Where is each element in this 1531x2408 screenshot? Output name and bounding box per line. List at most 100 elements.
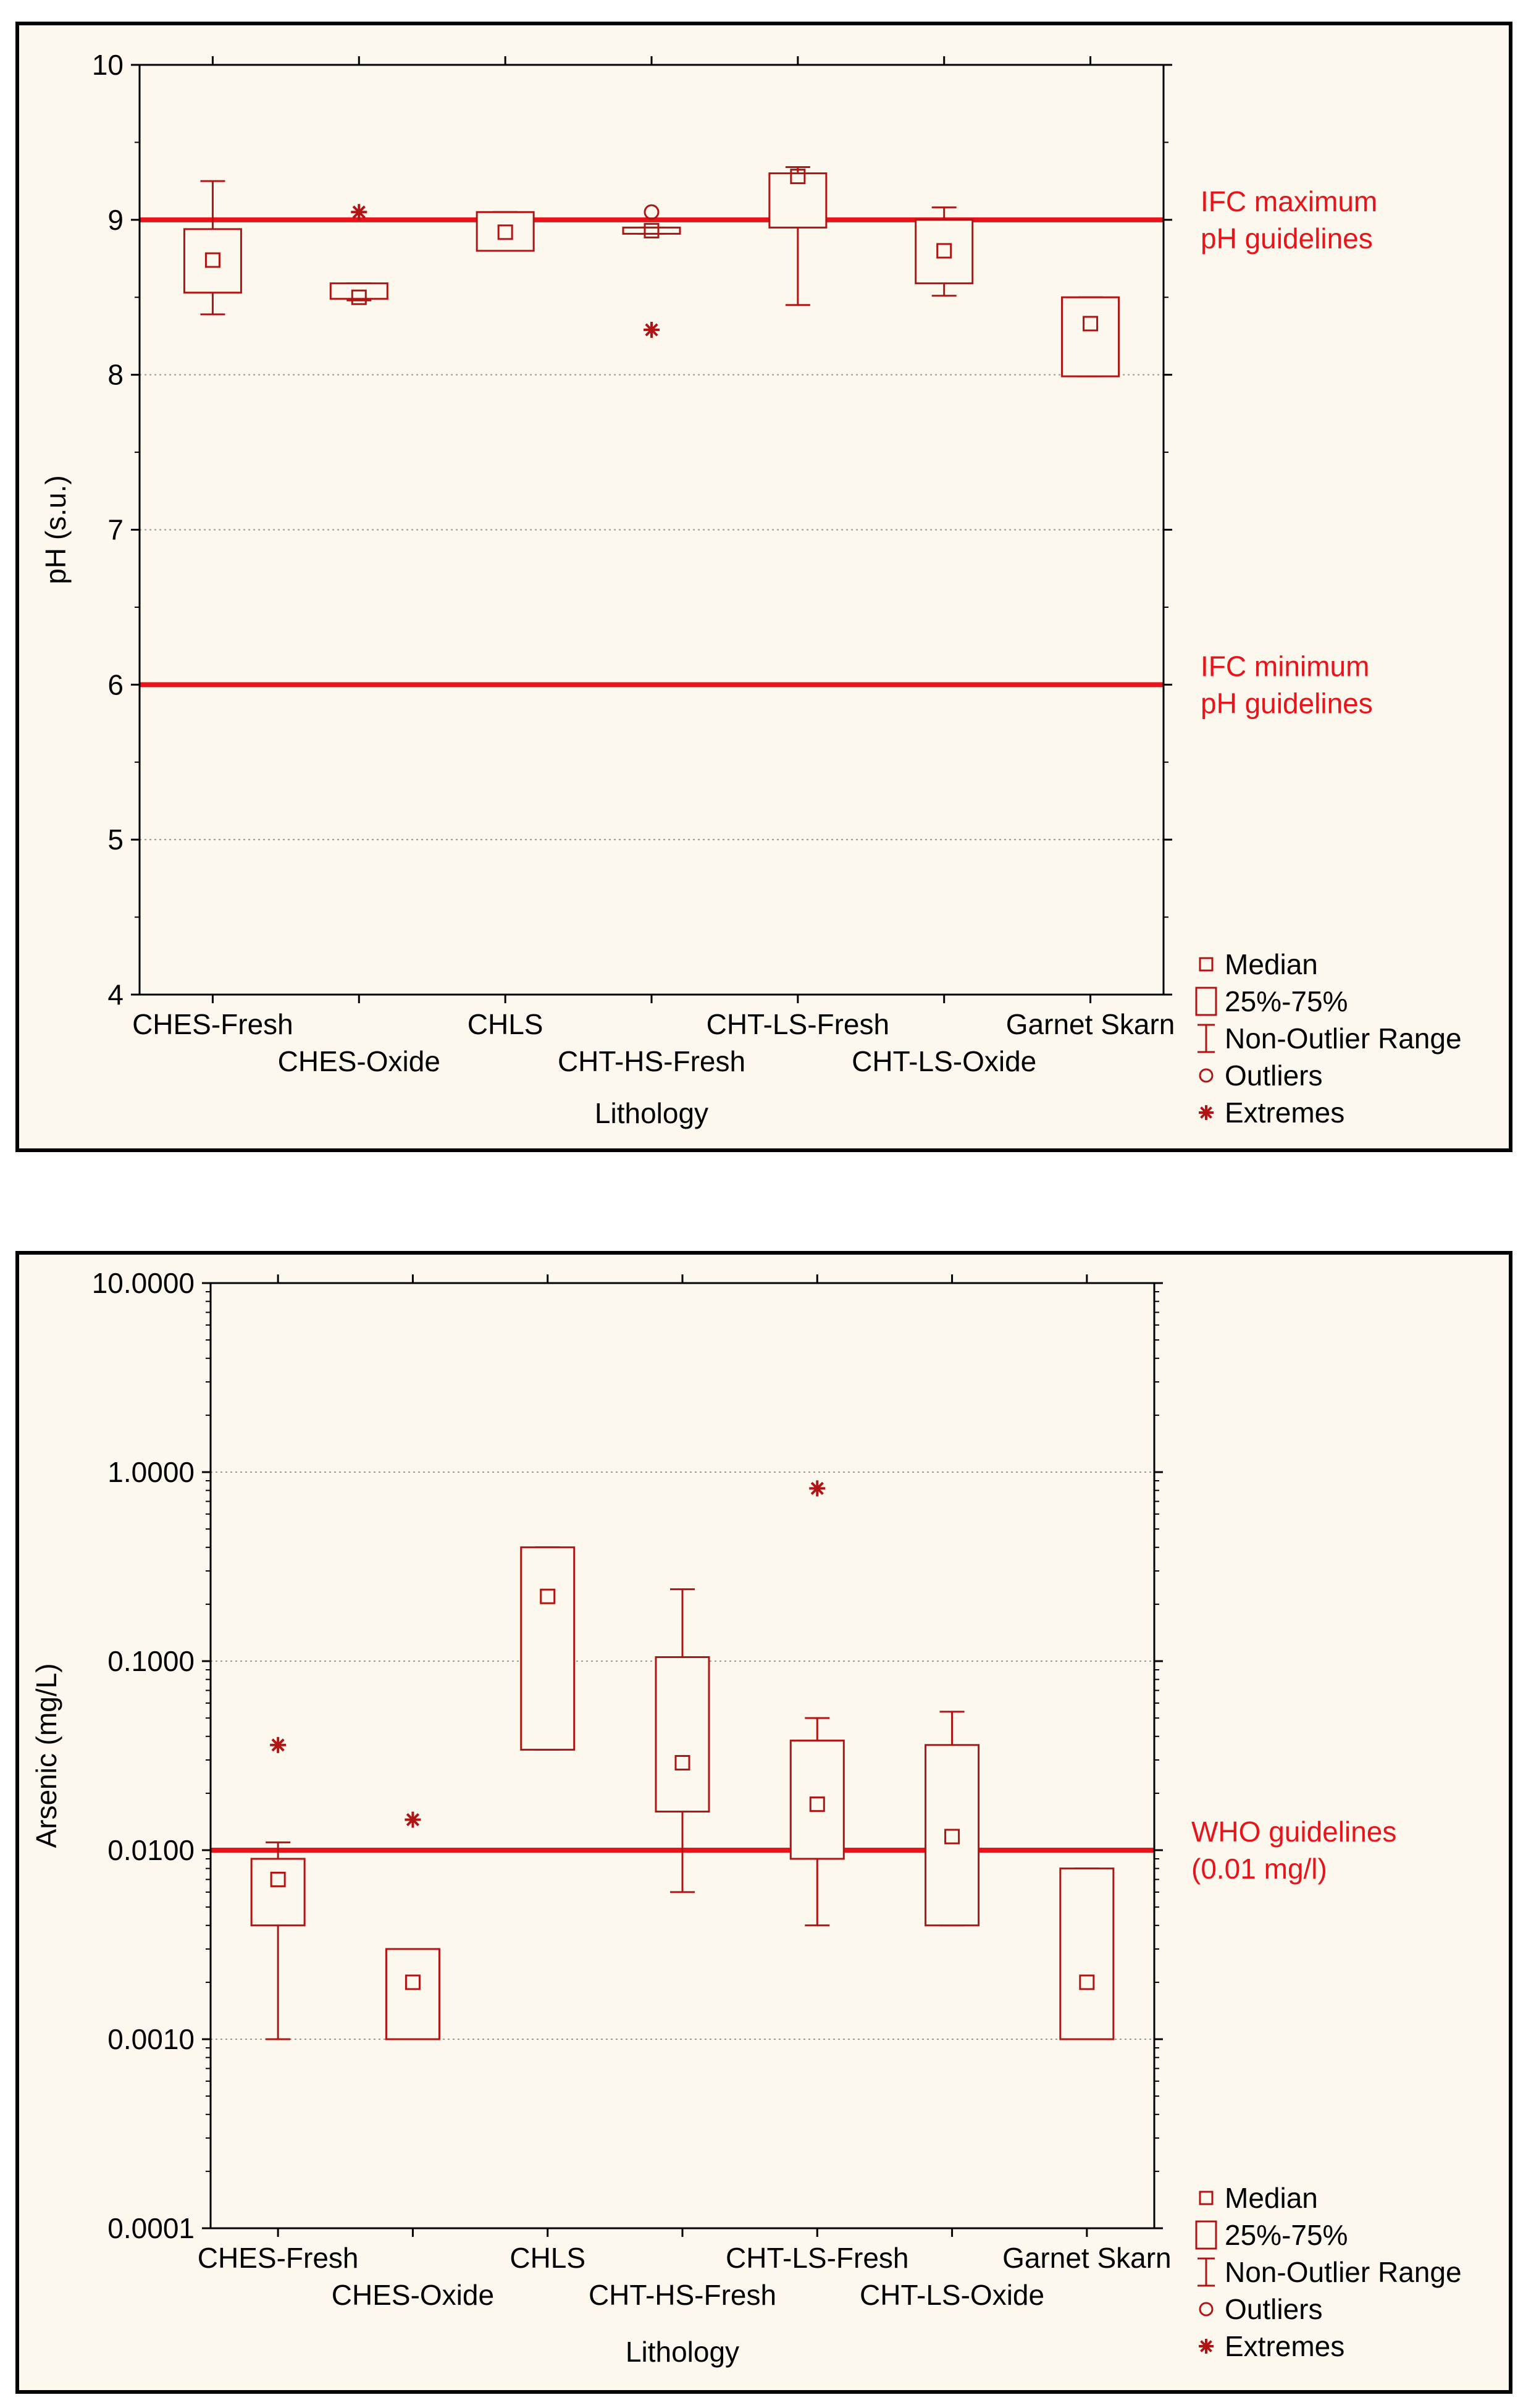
x-category-label: CHT-HS-Fresh (558, 1045, 745, 1077)
box-group (183, 180, 242, 316)
guideline-label: pH guidelines (1201, 687, 1373, 719)
iqr-box (1061, 296, 1120, 377)
median-marker (1083, 316, 1099, 332)
y-tick-label: 9 (107, 204, 124, 236)
box-group (385, 1811, 440, 2040)
iqr-box (385, 1948, 440, 2040)
x-axis-title: Lithology (626, 2336, 739, 2368)
outlier-marker (644, 204, 660, 220)
median-marker (405, 1974, 421, 1990)
extreme-marker-stroke (271, 1738, 285, 1752)
median-marker (497, 224, 513, 240)
guideline-label: IFC minimum (1201, 650, 1369, 682)
y-tick-label: 10.0000 (92, 1267, 195, 1299)
legend-iqr-icon (1195, 2220, 1217, 2250)
x-category-label: Garnet Skarn (1006, 1008, 1175, 1040)
legend: Median 25%-75% Non-Outlier Range Outliers Ex… (1195, 948, 1462, 1129)
legend-median-icon (1199, 957, 1214, 972)
median-marker (790, 169, 806, 185)
guideline-label: (0.01 mg/l) (1191, 1853, 1327, 1885)
y-tick-label: 0.0001 (107, 2212, 195, 2244)
extreme-marker-stroke (645, 323, 658, 337)
iqr-box (925, 1744, 980, 1927)
legend-extreme-icon (1199, 2339, 1214, 2354)
extreme-marker (270, 1737, 287, 1753)
x-category-label: CHES-Oxide (332, 2279, 494, 2311)
x-category-label: CHT-LS-Fresh (726, 2242, 908, 2274)
legend-iqr-label: 25%-75% (1225, 2219, 1348, 2251)
legend-median-label: Median (1225, 2182, 1318, 2214)
x-category-label: CHES-Fresh (132, 1008, 293, 1040)
extreme-marker (644, 321, 660, 338)
box-group (655, 1588, 710, 1893)
median-marker (270, 1871, 286, 1887)
median-marker (674, 1755, 690, 1771)
x-category-label: CHT-LS-Oxide (852, 1045, 1036, 1077)
median-marker (809, 1796, 825, 1812)
iqr-box (1059, 1867, 1115, 2040)
median-marker (644, 222, 660, 238)
iqr-box (622, 226, 681, 235)
x-axis-title: Lithology (595, 1097, 708, 1129)
y-tick-label: 4 (107, 979, 124, 1011)
x-category-label: CHES-Oxide (278, 1045, 440, 1077)
extreme-marker-stroke (406, 1813, 420, 1827)
y-tick-label: 0.1000 (107, 1645, 195, 1677)
iqr-box (655, 1656, 710, 1813)
legend-outliers-label: Outliers (1225, 2293, 1322, 2325)
y-axis-title: pH (s.u.) (40, 475, 72, 584)
box-group (1061, 296, 1120, 377)
legend-extreme-icon-stroke (1200, 2340, 1212, 2352)
y-tick-label: 1.0000 (107, 1456, 195, 1488)
y-axis-title: Arsenic (mg/L) (30, 1663, 62, 1848)
y-tick-label: 5 (107, 823, 124, 856)
box-group (476, 211, 535, 252)
median-marker (944, 1829, 960, 1845)
arsenic-chart-panel: 0.0001 0.0010 0.0100 0.1000 1.0000 10.0000 WHO… (15, 1251, 1512, 2394)
median-marker (1079, 1974, 1095, 1990)
x-category-label: CHT-LS-Fresh (707, 1008, 889, 1040)
arsenic-boxplot-chart: 0.0001 0.0010 0.0100 0.1000 1.0000 10.0000 WHO… (30, 1267, 1462, 2368)
x-category-label: CHES-Fresh (198, 2242, 359, 2274)
x-category-label: Garnet Skarn (1002, 2242, 1172, 2274)
iqr-box (915, 219, 974, 285)
legend-outlier-icon (1199, 2302, 1214, 2317)
extreme-marker-stroke (810, 1481, 824, 1495)
legend-range-label: Non-Outlier Range (1225, 2256, 1462, 2288)
iqr-box (768, 172, 828, 229)
ph-boxplot-chart: 4 5 6 7 8 9 10 IFC maximum pH guidelines IFC mini… (40, 49, 1462, 1129)
legend-extreme-icon (1199, 1105, 1214, 1120)
box-group (768, 166, 828, 306)
median-marker (936, 243, 952, 259)
x-category-label: CHLS (468, 1008, 543, 1040)
legend-iqr-icon (1195, 987, 1217, 1016)
box-group (622, 204, 681, 338)
iqr-box (789, 1740, 845, 1860)
y-tick-label: 10 (92, 49, 124, 81)
x-category-label: CHT-HS-Fresh (589, 2279, 776, 2311)
y-tick-label: 0.0010 (107, 2023, 195, 2055)
median-marker (351, 289, 367, 305)
iqr-box (520, 1546, 576, 1751)
median-marker (540, 1588, 556, 1604)
box-group (329, 204, 388, 305)
legend-median-label: Median (1225, 948, 1318, 980)
iqr-box (476, 211, 535, 252)
box-group (789, 1480, 845, 1927)
extreme-marker (809, 1480, 826, 1497)
extreme-marker (351, 204, 367, 221)
y-tick-label: 7 (107, 514, 124, 546)
box-group (1059, 1867, 1115, 2040)
legend-iqr-label: 25%-75% (1225, 985, 1348, 1017)
y-tick-label: 8 (107, 359, 124, 391)
box-group (925, 1711, 980, 1927)
guideline-label: pH guidelines (1201, 222, 1373, 255)
legend-median-icon (1199, 2191, 1214, 2205)
guideline-label: WHO guidelines (1191, 1816, 1396, 1848)
legend-extreme-icon-stroke (1200, 1106, 1212, 1119)
iqr-box (250, 1858, 306, 1927)
guideline-label: IFC maximum (1201, 185, 1377, 217)
legend-range-label: Non-Outlier Range (1225, 1022, 1462, 1055)
legend-outlier-icon (1199, 1068, 1214, 1083)
y-tick-label: 6 (107, 668, 124, 701)
